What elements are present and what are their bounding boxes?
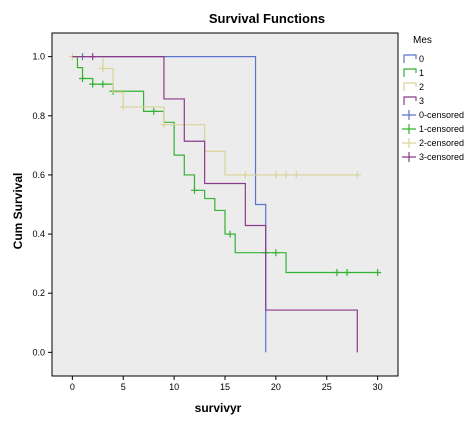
censored-marker-2: [353, 171, 361, 179]
x-tick-label: 0: [70, 382, 75, 392]
y-tick-label: 0.6: [32, 170, 45, 180]
y-tick-label: 0.4: [32, 229, 45, 239]
y-tick-label: 0.2: [32, 288, 45, 298]
chart-title: Survival Functions: [209, 11, 325, 26]
censored-marker-1: [99, 80, 107, 88]
x-tick-label: 15: [220, 382, 230, 392]
y-tick-label: 0.8: [32, 111, 45, 121]
y-axis: 0.0 0.2 0.4 0.6 0.8 1.0: [32, 52, 52, 357]
censored-marker-1: [79, 75, 87, 83]
legend-label: 1-censored: [419, 124, 464, 134]
legend-item: 0-censored: [402, 110, 464, 120]
censored-marker-1: [272, 249, 280, 257]
legend-item: 1-censored: [402, 124, 464, 134]
series-3: [72, 53, 358, 353]
legend-label: 0: [419, 54, 424, 64]
y-axis-title: Cum Survival: [11, 173, 25, 250]
x-tick-label: 5: [121, 382, 126, 392]
series-1-line: [72, 56, 378, 274]
series-3-line: [72, 56, 358, 353]
censored-marker-2: [241, 171, 249, 179]
legend-label: 2: [419, 82, 424, 92]
censored-marker-2: [119, 103, 127, 111]
censored-marker-2: [99, 64, 107, 72]
x-axis-title: survivyr: [195, 401, 242, 415]
censored-marker-1: [343, 269, 351, 277]
censored-marker-1: [226, 230, 234, 238]
censored-marker-1: [150, 107, 158, 115]
legend-cross-swatch: [402, 152, 416, 162]
censored-marker-1: [89, 80, 97, 88]
y-tick-label: 1.0: [32, 52, 45, 62]
legend-line-swatch: [403, 96, 417, 105]
legend-label: 3: [419, 96, 424, 106]
legend-item: 3: [403, 96, 424, 106]
x-tick-label: 30: [373, 382, 383, 392]
legend-item: 1: [403, 68, 424, 78]
x-axis: 0 5 10 15 20 25 30: [70, 376, 383, 392]
legend-label: 3-censored: [419, 152, 464, 162]
plot-area: [51, 32, 399, 377]
x-tick-label: 20: [271, 382, 281, 392]
censored-marker-3: [89, 53, 97, 61]
series-layer: [68, 53, 382, 353]
legend-label: 0-censored: [419, 110, 464, 120]
censored-marker-1: [190, 186, 198, 194]
legend-cross-swatch: [402, 110, 416, 120]
legend-line-swatch: [403, 68, 417, 77]
legend-item: 0: [403, 54, 424, 64]
legend-cross-swatch: [402, 124, 416, 134]
legend: Mes 0 1 2 3 0-censored 1-censored 2-censored 3-…: [402, 35, 464, 162]
censored-marker-2: [292, 171, 300, 179]
series-2: [68, 53, 361, 179]
legend-label: 1: [419, 68, 424, 78]
legend-item: 3-censored: [402, 152, 464, 162]
legend-label: 2-censored: [419, 138, 464, 148]
censored-marker-1: [333, 269, 341, 277]
censored-marker-2: [160, 121, 168, 129]
legend-line-swatch: [403, 54, 417, 63]
legend-cross-swatch: [402, 138, 416, 148]
legend-line-swatch: [403, 82, 417, 91]
legend-item: 2: [403, 82, 424, 92]
x-tick-label: 10: [169, 382, 179, 392]
censored-marker-2: [282, 171, 290, 179]
legend-item: 2-censored: [402, 138, 464, 148]
legend-title: Mes: [413, 35, 432, 46]
censored-marker-1: [374, 269, 382, 277]
censored-marker-2: [272, 171, 280, 179]
y-tick-label: 0.0: [32, 347, 45, 357]
x-tick-label: 25: [322, 382, 332, 392]
